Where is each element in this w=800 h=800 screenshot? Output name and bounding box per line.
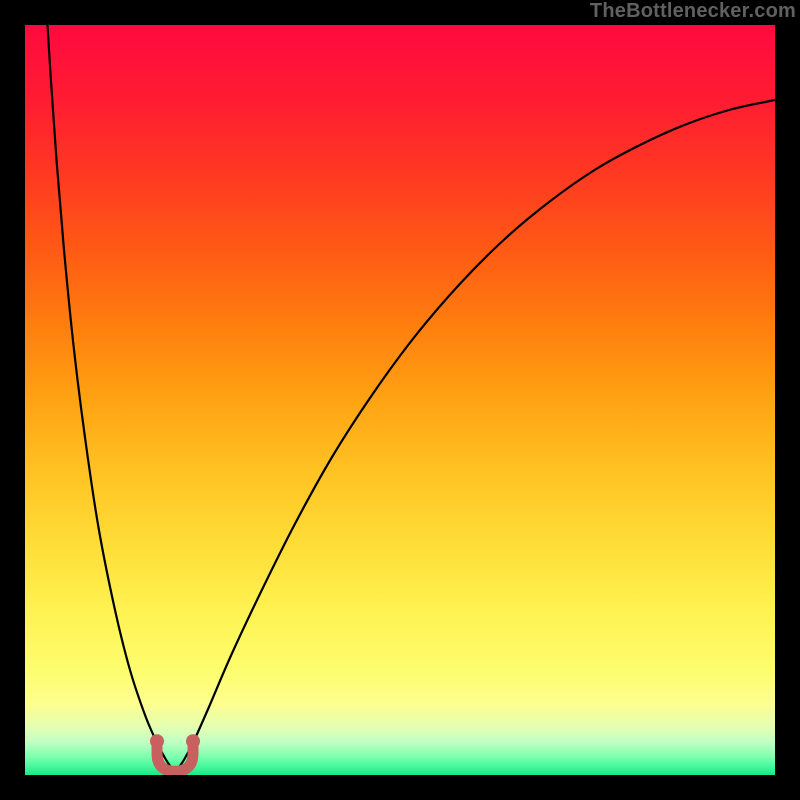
sweet-spot-marker-cap [186,734,200,748]
gradient-background [25,25,775,775]
watermark-text: TheBottlenecker.com [590,0,796,23]
bottleneck-chart: { "watermark": { "text": "TheBottlenecke… [0,0,800,800]
plot-area [25,25,775,775]
sweet-spot-marker-cap [150,734,164,748]
